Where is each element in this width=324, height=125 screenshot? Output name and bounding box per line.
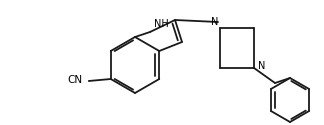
Text: N: N: [211, 17, 218, 27]
Text: NH: NH: [154, 19, 169, 29]
Text: N: N: [258, 61, 265, 71]
Text: CN: CN: [67, 75, 82, 85]
